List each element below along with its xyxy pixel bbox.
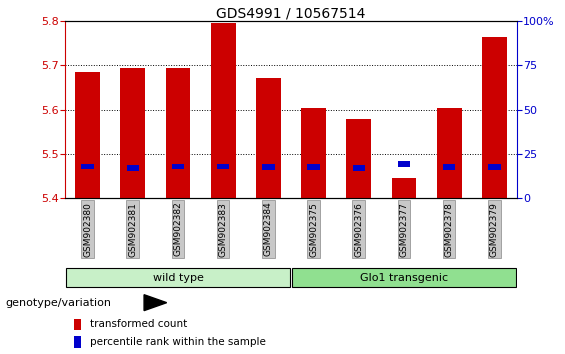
Bar [166, 68, 190, 198]
Bar [120, 68, 145, 198]
Bar [256, 78, 281, 198]
Text: GSM902376: GSM902376 [354, 202, 363, 257]
Text: Glo1 transgenic: Glo1 transgenic [360, 273, 448, 282]
Bar [74, 319, 81, 330]
Text: transformed count: transformed count [90, 319, 187, 329]
Text: percentile rank within the sample: percentile rank within the sample [90, 337, 266, 347]
FancyBboxPatch shape [66, 268, 290, 287]
Text: GSM902377: GSM902377 [399, 202, 408, 257]
Bar [443, 164, 455, 170]
Bar [488, 164, 501, 170]
Bar [172, 164, 184, 169]
Bar [482, 37, 507, 198]
Text: GSM902378: GSM902378 [445, 202, 454, 257]
Bar [74, 336, 81, 348]
Bar [127, 165, 139, 171]
Text: GSM902380: GSM902380 [83, 202, 92, 257]
FancyBboxPatch shape [292, 268, 516, 287]
Text: GSM902375: GSM902375 [309, 202, 318, 257]
Bar [217, 164, 229, 169]
Bar [346, 119, 371, 198]
Polygon shape [144, 295, 167, 311]
Bar [437, 108, 462, 198]
Text: GSM902382: GSM902382 [173, 202, 182, 256]
Bar [392, 178, 416, 198]
Bar [398, 161, 410, 167]
Bar [81, 164, 94, 169]
Bar [301, 108, 326, 198]
Text: GSM902381: GSM902381 [128, 202, 137, 257]
Text: wild type: wild type [153, 273, 203, 282]
Text: GSM902383: GSM902383 [219, 202, 228, 257]
Text: GSM902379: GSM902379 [490, 202, 499, 257]
Bar [75, 72, 100, 198]
Bar [353, 165, 365, 171]
Bar [262, 164, 275, 170]
Bar [307, 164, 320, 170]
Title: GDS4991 / 10567514: GDS4991 / 10567514 [216, 6, 366, 20]
Text: GSM902384: GSM902384 [264, 202, 273, 256]
Text: genotype/variation: genotype/variation [6, 298, 112, 308]
Bar [211, 23, 236, 198]
